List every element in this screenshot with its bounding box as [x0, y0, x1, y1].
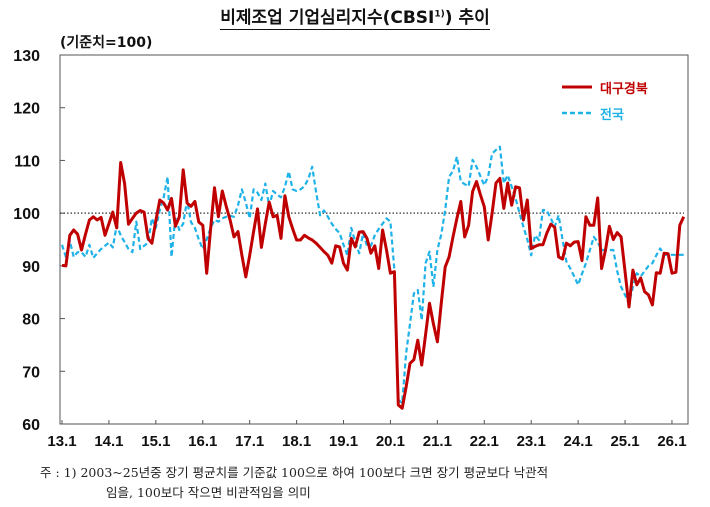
x-tick-label: 16.1 — [188, 433, 217, 450]
x-tick-label: 14.1 — [94, 433, 123, 450]
footnote-line-2: 임을, 100보다 작으면 비관적임을 의미 — [106, 485, 311, 500]
y-tick-label: 130 — [13, 48, 40, 65]
title-footnote-mark: 1) — [434, 9, 445, 20]
y-tick-label: 110 — [14, 153, 40, 170]
y-tick-label: 120 — [13, 101, 40, 118]
y-tick-label: 80 — [22, 312, 40, 329]
y-tick-label: 70 — [22, 364, 40, 381]
chart-title: 비제조업 기업심리지수(CBSI1)) 추이 — [0, 3, 710, 30]
footnote-line-1: 주 : 1) 2003~25년중 장기 평균치를 기준값 100으로 하여 10… — [40, 465, 549, 480]
x-tick-label: 13.1 — [47, 433, 76, 450]
title-main: 비제조업 기업심리지수(CBSI — [220, 8, 435, 30]
x-tick-label: 25.1 — [610, 433, 639, 450]
y-tick-label: 60 — [22, 417, 40, 434]
series-line-national — [60, 145, 684, 404]
title-end: ) 추이 — [444, 8, 490, 30]
x-tick-label: 19.1 — [329, 433, 358, 450]
x-tick-label: 21.1 — [423, 433, 452, 450]
legend: 대구경북 전국 — [562, 74, 648, 126]
x-tick-label: 24.1 — [564, 433, 593, 450]
y-tick-label: 100 — [13, 206, 40, 223]
legend-label: 대구경북 — [600, 81, 648, 97]
x-tick-label: 18.1 — [282, 433, 311, 450]
x-tick-label: 23.1 — [517, 433, 546, 450]
legend-swatch-solid — [562, 85, 592, 89]
plot-frame — [59, 54, 689, 425]
legend-label: 전국 — [600, 107, 624, 123]
legend-swatch-dashed — [562, 111, 592, 115]
legend-item-national: 전국 — [562, 100, 648, 126]
x-tick-label: 26.1 — [657, 433, 686, 450]
footnote: 주 : 1) 2003~25년중 장기 평균치를 기준값 100으로 하여 10… — [40, 463, 548, 503]
unit-label: (기준치=100) — [60, 35, 153, 51]
y-tick-label: 90 — [22, 259, 40, 276]
line-chart: 60 70 80 90 100 110 120 130 13.1 14.1 15.1 16.1 17.1… — [13, 48, 689, 450]
x-tick-label: 20.1 — [376, 433, 405, 450]
x-tick-label: 17.1 — [235, 433, 264, 450]
legend-item-daegu: 대구경북 — [562, 74, 648, 100]
series-line-daegu-gyeongbuk — [61, 161, 686, 410]
x-tick-label: 22.1 — [470, 433, 499, 450]
x-tick-label: 15.1 — [141, 433, 170, 450]
